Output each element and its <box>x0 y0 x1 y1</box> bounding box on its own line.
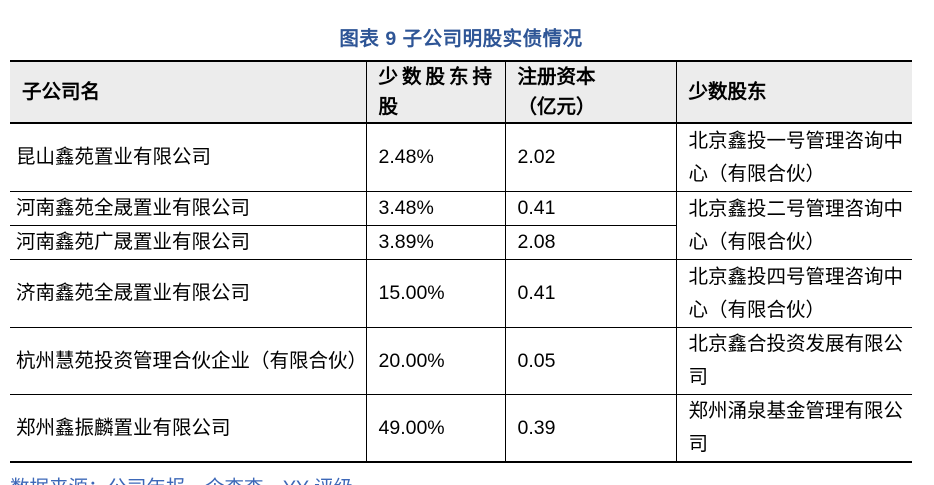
table-row: 济南鑫苑全晟置业有限公司 15.00% 0.41 北京鑫投四号管理咨询中心（有限… <box>10 259 912 328</box>
subsidiary-table: 子公司名 少数股东持 股 注册资本 （亿元） 少数股东 昆山鑫苑置业有限公司 2… <box>10 60 912 463</box>
cell-minority-stake: 3.89% <box>365 225 505 260</box>
header-subsidiary-name: 子公司名 <box>10 60 366 124</box>
document-page: 图表 9 子公司明股实债情况 子公司名 少数股东持 股 注册资本 （亿元） 少数… <box>0 22 934 485</box>
cell-subsidiary-name: 昆山鑫苑置业有限公司 <box>10 123 366 192</box>
cell-minority-stake: 3.48% <box>365 191 505 226</box>
header-minority-stake: 少数股东持 股 <box>365 60 505 124</box>
cell-minority-stake: 20.00% <box>365 327 505 395</box>
table-row: 河南鑫苑广晟置业有限公司 3.89% 2.08 <box>10 225 912 260</box>
cell-subsidiary-name: 河南鑫苑全晟置业有限公司 <box>10 191 366 226</box>
table-row: 杭州慧苑投资管理合伙企业（有限合伙） 20.00% 0.05 北京鑫合投资发展有… <box>10 327 912 395</box>
table-row: 河南鑫苑全晟置业有限公司 3.48% 0.41 北京鑫投二号管理咨询中心（有限合… <box>10 191 912 260</box>
cell-registered-capital: 2.02 <box>504 123 676 192</box>
table-row: 昆山鑫苑置业有限公司 2.48% 2.02 北京鑫投一号管理咨询中心（有限合伙） <box>10 123 912 192</box>
cell-minority-shareholder: 北京鑫合投资发展有限公司 <box>675 327 912 395</box>
cell-minority-shareholder: 郑州涌泉基金管理有限公司 <box>675 394 912 463</box>
cell-minority-shareholder-merged: 北京鑫投二号管理咨询中心（有限合伙） <box>675 191 912 260</box>
cell-subsidiary-name: 郑州鑫振麟置业有限公司 <box>10 394 366 463</box>
cell-minority-shareholder: 北京鑫投一号管理咨询中心（有限合伙） <box>675 123 912 192</box>
cell-registered-capital: 0.39 <box>504 394 676 463</box>
table-header: 子公司名 少数股东持 股 注册资本 （亿元） 少数股东 <box>10 60 912 124</box>
cell-registered-capital: 0.41 <box>504 259 676 328</box>
cell-subsidiary-name: 河南鑫苑广晟置业有限公司 <box>10 225 366 260</box>
data-source-note: 数据来源：公司年报，企查查，YY 评级 <box>10 471 934 485</box>
cell-minority-shareholder: 北京鑫投四号管理咨询中心（有限合伙） <box>675 259 912 328</box>
table-row: 郑州鑫振麟置业有限公司 49.00% 0.39 郑州涌泉基金管理有限公司 <box>10 394 912 463</box>
header-minority-shareholder: 少数股东 <box>675 60 912 124</box>
cell-subsidiary-name: 济南鑫苑全晟置业有限公司 <box>10 259 366 328</box>
cell-registered-capital: 0.05 <box>504 327 676 395</box>
header-registered-capital: 注册资本 （亿元） <box>504 60 676 124</box>
cell-registered-capital: 2.08 <box>504 225 676 260</box>
table-body: 昆山鑫苑置业有限公司 2.48% 2.02 北京鑫投一号管理咨询中心（有限合伙）… <box>10 123 912 463</box>
cell-minority-stake: 49.00% <box>365 394 505 463</box>
cell-minority-stake: 15.00% <box>365 259 505 328</box>
header-row: 子公司名 少数股东持 股 注册资本 （亿元） 少数股东 <box>10 60 912 124</box>
chart-title: 图表 9 子公司明股实债情况 <box>339 28 583 50</box>
cell-subsidiary-name: 杭州慧苑投资管理合伙企业（有限合伙） <box>10 327 367 395</box>
cell-registered-capital: 0.41 <box>504 191 676 226</box>
cell-minority-stake: 2.48% <box>365 123 505 192</box>
